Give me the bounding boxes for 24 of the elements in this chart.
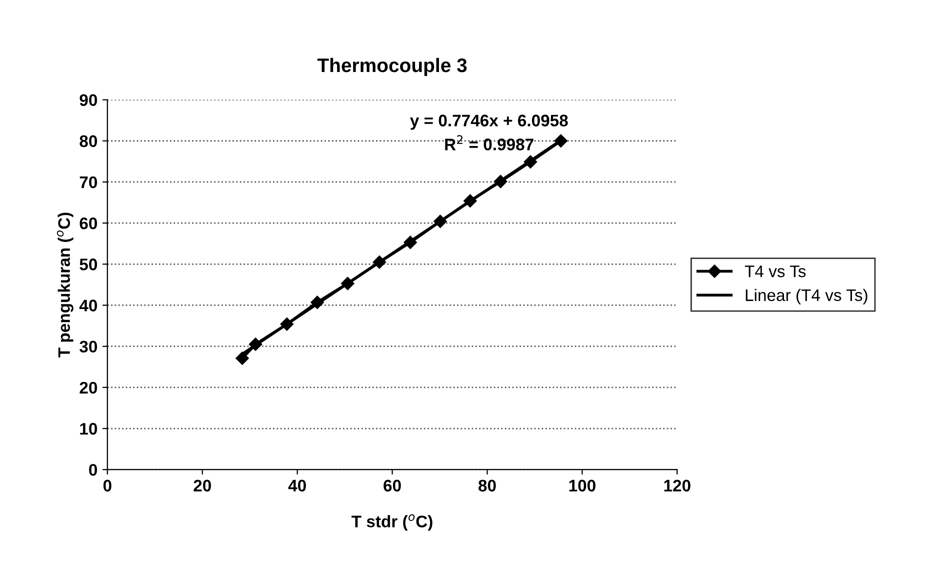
annotation: R$^{2}$ = 0.9987 <box>445 135 534 150</box>
x-tick-label: 100 <box>569 480 596 492</box>
y-tick-label: 10 <box>80 422 98 435</box>
x-tick-label: 20 <box>194 480 211 492</box>
y-tick-label: 90 <box>80 94 98 106</box>
y-tick-label: 50 <box>80 258 98 270</box>
x-tick-label: 40 <box>288 480 306 492</box>
y-tick-label: 20 <box>80 382 98 394</box>
y-tick-label: 0 <box>89 464 98 476</box>
x-tick-label: 60 <box>384 480 401 492</box>
legend-label: T4 vs Ts <box>744 266 806 278</box>
annotation: y = 0.7746x + 6.0958 <box>410 114 568 130</box>
y-tick-label: 40 <box>79 300 98 312</box>
legend-label: Linear (T4 vs Ts) <box>746 288 868 304</box>
x-tick-label: 80 <box>478 480 496 492</box>
chart-title: Thermocouple 3 <box>317 58 467 76</box>
y-tick-label: 70 <box>80 176 98 188</box>
y-axis-title: T pengukuran ($^{o}$C) <box>56 212 74 358</box>
y-tick-label: 80 <box>80 135 98 148</box>
x-tick-label: 0 <box>103 480 112 492</box>
x-axis-title: T stdr ($^{o}$C) <box>352 514 432 531</box>
y-tick-label: 30 <box>80 340 98 353</box>
x-tick-label: 120 <box>664 480 690 492</box>
y-tick-label: 60 <box>80 217 98 230</box>
